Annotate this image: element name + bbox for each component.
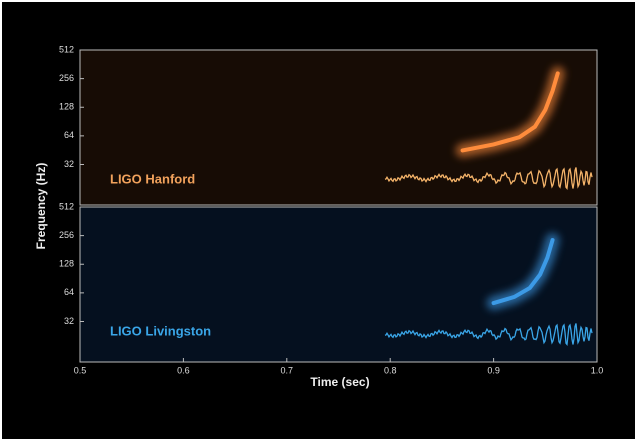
chart: 32 64 128 256 512 LIGO Hanford Frequency (Hz) 3… <box>0 0 637 441</box>
y-axis-label: Frequency (Hz) <box>34 163 48 250</box>
x-axis-label: Time (sec) <box>310 375 369 389</box>
x-tick-label: 1.0 <box>591 365 604 375</box>
y-tick-label: 64 <box>64 130 74 140</box>
y-tick-label: 512 <box>59 201 74 211</box>
x-tick-label: 0.8 <box>384 365 397 375</box>
panel-background <box>80 207 597 362</box>
x-tick-label: 0.9 <box>487 365 500 375</box>
panel-label: LIGO Livingston <box>110 323 211 338</box>
y-tick-label: 128 <box>59 259 74 269</box>
panel-label: LIGO Hanford <box>110 171 195 186</box>
y-tick-label: 128 <box>59 102 74 112</box>
y-tick-label: 64 <box>64 287 74 297</box>
x-tick-label: 0.7 <box>281 365 294 375</box>
y-tick-label: 32 <box>64 316 74 326</box>
x-tick-label: 0.6 <box>177 365 190 375</box>
y-tick-label: 32 <box>64 159 74 169</box>
y-tick-label: 256 <box>59 230 74 240</box>
x-tick-label: 0.5 <box>74 365 87 375</box>
y-tick-label: 512 <box>59 44 74 54</box>
y-tick-label: 256 <box>59 73 74 83</box>
